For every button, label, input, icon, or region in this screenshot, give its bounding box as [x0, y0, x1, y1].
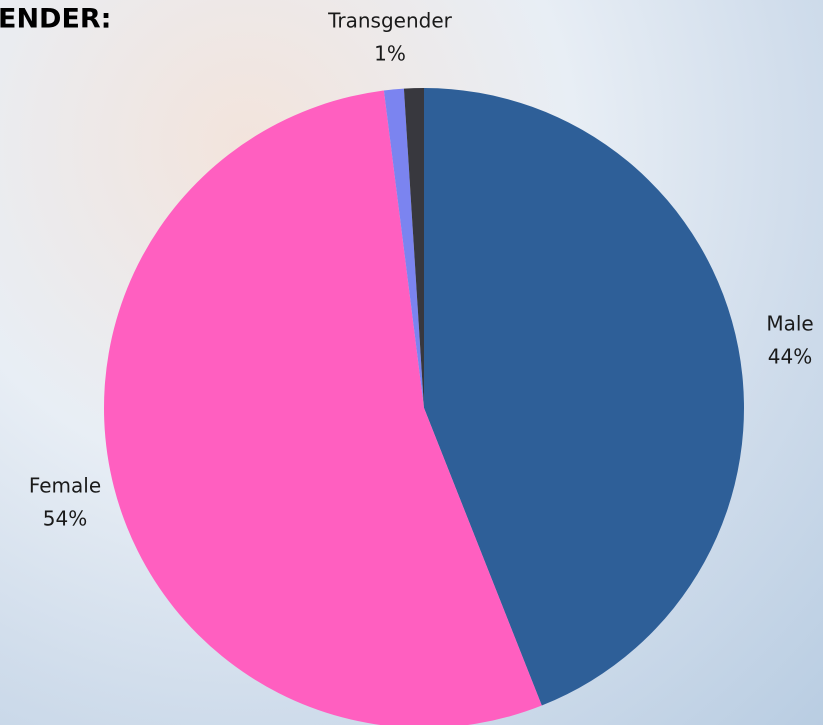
slice-value-label: 44% — [768, 345, 812, 369]
slice-label: Female — [29, 474, 101, 498]
chart-title: ENDER: — [0, 4, 111, 35]
slice-label: Male — [766, 312, 813, 336]
chart: ENDER: Male 44% Female 54% Transgender 1% — [0, 0, 823, 725]
slice-label: Transgender — [327, 9, 453, 33]
page: ENDER: Male 44% Female 54% Transgender 1% — [0, 0, 823, 725]
slice-value-label: 1% — [374, 42, 406, 66]
slice-value-label: 54% — [43, 507, 87, 531]
